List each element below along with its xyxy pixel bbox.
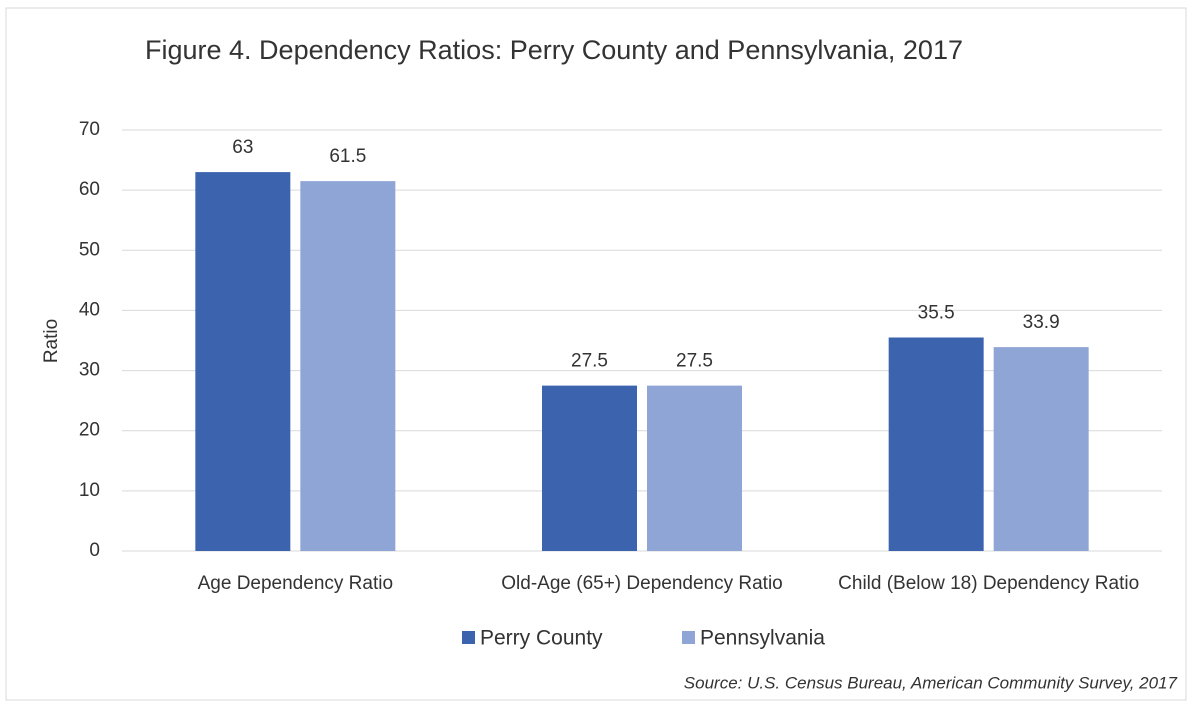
data-label: 33.9 [1023,312,1060,333]
y-tick-label: 50 [79,239,100,260]
legend-label: Perry County [480,627,603,650]
bar [888,337,984,551]
bar [195,172,291,551]
bar [647,385,742,551]
y-tick-label: 40 [79,299,100,320]
data-label: 61.5 [329,146,366,167]
y-tick-label: 60 [79,179,100,200]
chart-border [5,7,1187,701]
legend-label: Pennsylvania [700,627,825,650]
y-tick-label: 70 [79,119,100,140]
source-note: Source: U.S. Census Bureau, American Com… [684,673,1178,692]
legend-swatch [682,631,695,644]
chart-title: Figure 4. Dependency Ratios: Perry Count… [145,35,963,65]
y-tick-label: 20 [79,420,100,441]
data-label: 63 [232,137,253,158]
data-label: 35.5 [918,303,955,324]
data-label: 27.5 [571,351,608,372]
y-tick-label: 30 [79,360,100,381]
bar [300,181,396,551]
x-tick-label: Age Dependency Ratio [197,573,394,594]
bar [993,347,1089,551]
bar [542,385,637,551]
y-tick-label: 0 [89,540,100,561]
y-tick-label: 10 [79,480,100,501]
data-label: 27.5 [676,351,713,372]
x-tick-label: Child (Below 18) Dependency Ratio [838,573,1140,594]
x-tick-label: Old-Age (65+) Dependency Ratio [501,573,783,594]
legend-swatch [462,631,475,644]
y-axis-label: Ratio [41,319,62,363]
